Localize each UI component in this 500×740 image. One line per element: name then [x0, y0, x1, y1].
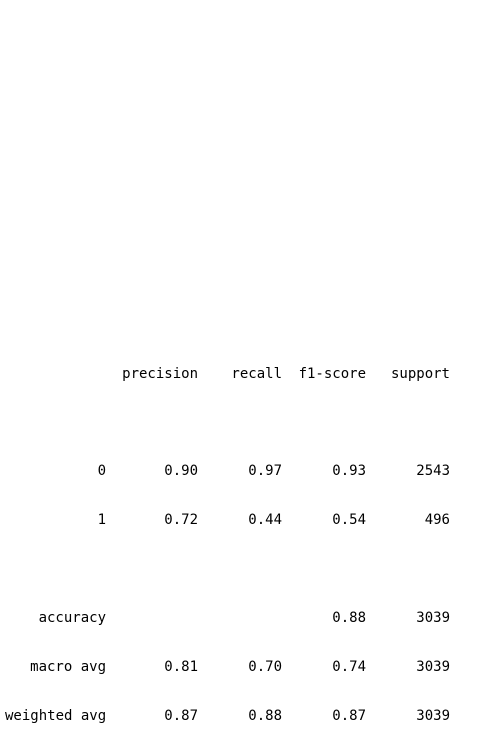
precision-value: 0.90 — [164, 463, 198, 480]
f1-value: 0.93 — [332, 463, 366, 480]
table-row: 0 0.90 0.97 0.93 2543 — [5, 463, 450, 479]
recall-value: 0.97 — [248, 463, 282, 480]
header-row: precision recall f1-score support — [5, 366, 450, 382]
header-f1-score: f1-score — [298, 365, 366, 382]
recall-value: 0.70 — [248, 658, 282, 675]
recall-value: 0.44 — [248, 512, 282, 529]
precision-value: 0.87 — [164, 707, 198, 724]
table-row: 1 0.72 0.44 0.54 496 — [5, 512, 450, 528]
recall-value: 0.88 — [248, 707, 282, 724]
blank-line — [5, 561, 450, 577]
summary-row: accuracy 0.88 3039 — [5, 610, 450, 626]
support-value: 3039 — [416, 610, 450, 627]
support-value: 496 — [424, 512, 450, 529]
f1-value: 0.88 — [332, 610, 366, 627]
blank-line — [5, 414, 450, 430]
summary-row: weighted avg 0.87 0.88 0.87 3039 — [5, 708, 450, 724]
row-label: accuracy — [38, 610, 106, 627]
f1-value: 0.74 — [332, 658, 366, 675]
row-label: macro avg — [30, 658, 106, 675]
row-label: 0 — [97, 463, 106, 480]
precision-value: 0.81 — [164, 658, 198, 675]
support-value: 2543 — [416, 463, 450, 480]
f1-value: 0.87 — [332, 707, 366, 724]
row-label: 1 — [97, 512, 106, 529]
f1-value: 0.54 — [332, 512, 366, 529]
header-support: support — [390, 365, 450, 382]
row-label: weighted avg — [5, 707, 107, 724]
header-precision: precision — [122, 365, 198, 382]
summary-row: macro avg 0.81 0.70 0.74 3039 — [5, 659, 450, 675]
classification-report: precision recall f1-score support 0 0.90 0.97… — [5, 333, 450, 740]
header-recall: recall — [231, 365, 282, 382]
support-value: 3039 — [416, 707, 450, 724]
support-value: 3039 — [416, 658, 450, 675]
precision-value: 0.72 — [164, 512, 198, 529]
